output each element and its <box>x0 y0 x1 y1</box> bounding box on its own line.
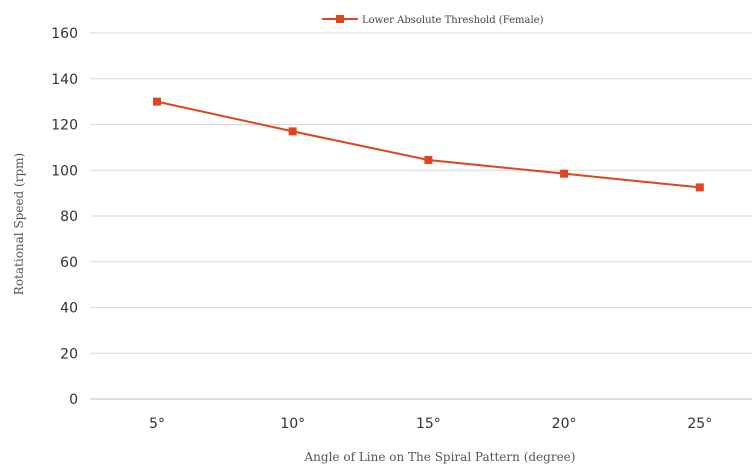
grid-lines <box>90 32 752 400</box>
x-axis-title: Angle of Line on The Spiral Pattern (deg… <box>304 450 576 464</box>
y-tick-label: 120 <box>51 118 78 134</box>
legend-swatch-marker <box>336 15 344 23</box>
data-point <box>288 127 297 136</box>
data-point <box>153 97 161 106</box>
y-tick-label: 60 <box>60 255 78 271</box>
series-group <box>153 97 704 192</box>
x-tick-label: 20° <box>552 416 577 432</box>
x-tick-label: 25° <box>687 416 712 432</box>
y-tick-label: 140 <box>51 72 78 88</box>
legend-label: Lower Absolute Threshold (Female) <box>362 15 544 26</box>
legend: Lower Absolute Threshold (Female) <box>322 15 544 26</box>
y-axis-title: Rotational Speed (rpm) <box>12 153 26 295</box>
x-tick-label: 10° <box>280 416 305 432</box>
y-tick-label: 100 <box>51 163 78 179</box>
y-tick-label: 0 <box>69 392 78 408</box>
y-tick-label: 40 <box>60 301 78 317</box>
y-tick-label: 160 <box>51 26 78 42</box>
y-tick-label: 80 <box>60 209 78 225</box>
data-point <box>560 169 569 178</box>
series-line <box>156 100 700 189</box>
x-tick-label: 15° <box>416 416 441 432</box>
data-point <box>695 183 704 192</box>
data-point <box>424 155 433 164</box>
x-tick-label: 5° <box>149 416 165 432</box>
y-axis-ticks: 0 20 40 60 80 100 120 140 160 <box>51 26 78 408</box>
y-tick-label: 20 <box>60 346 78 362</box>
x-axis-ticks: 5° 10° 15° 20° 25° <box>149 416 712 432</box>
